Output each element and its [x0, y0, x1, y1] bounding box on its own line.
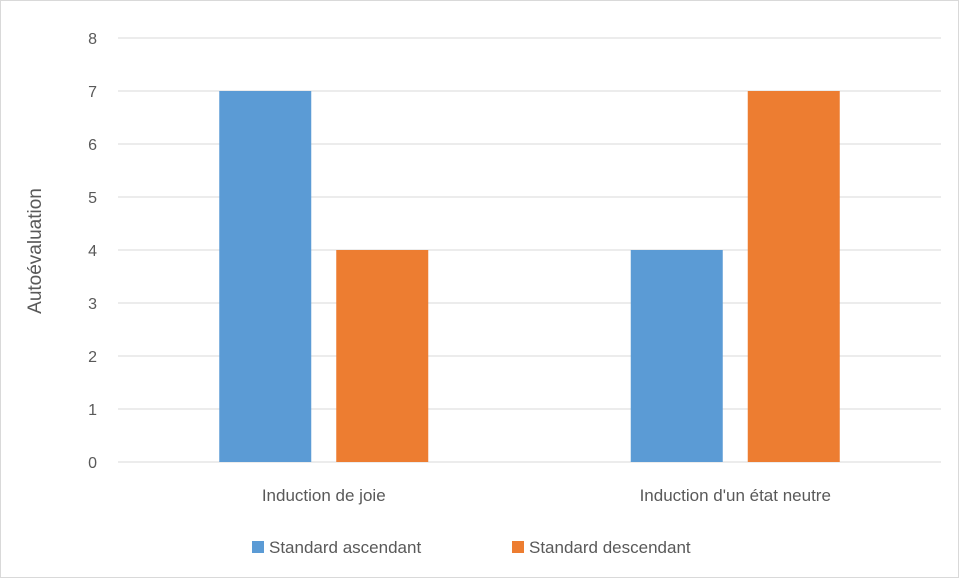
y-tick-label: 5 [88, 190, 97, 207]
bar-standard-ascendant [219, 91, 312, 462]
legend-swatch [252, 541, 264, 553]
y-tick-label: 4 [88, 243, 97, 260]
x-axis-category-labels: Induction de joie Induction d'un état neu… [262, 486, 831, 505]
y-tick-label: 0 [88, 455, 97, 472]
y-axis-title: Autoévaluation [25, 188, 46, 314]
y-tick-label: 1 [88, 402, 97, 419]
legend-label: Standard ascendant [269, 538, 421, 557]
y-axis-tick-labels: 0 1 2 3 4 5 6 7 8 [88, 31, 97, 472]
bars [219, 91, 840, 462]
y-tick-label: 2 [88, 349, 97, 366]
legend-swatch [512, 541, 524, 553]
legend-label: Standard descendant [529, 538, 691, 557]
bar-standard-descendant [747, 91, 840, 462]
legend: Standard ascendant Standard descendant [252, 538, 691, 557]
y-tick-label: 7 [88, 84, 97, 101]
y-tick-label: 6 [88, 137, 97, 154]
x-category-label: Induction de joie [262, 486, 386, 505]
y-tick-label: 8 [88, 31, 97, 48]
bar-standard-descendant [336, 250, 429, 462]
x-category-label: Induction d'un état neutre [640, 486, 831, 505]
y-tick-label: 3 [88, 296, 97, 313]
bar-standard-ascendant [630, 250, 723, 462]
